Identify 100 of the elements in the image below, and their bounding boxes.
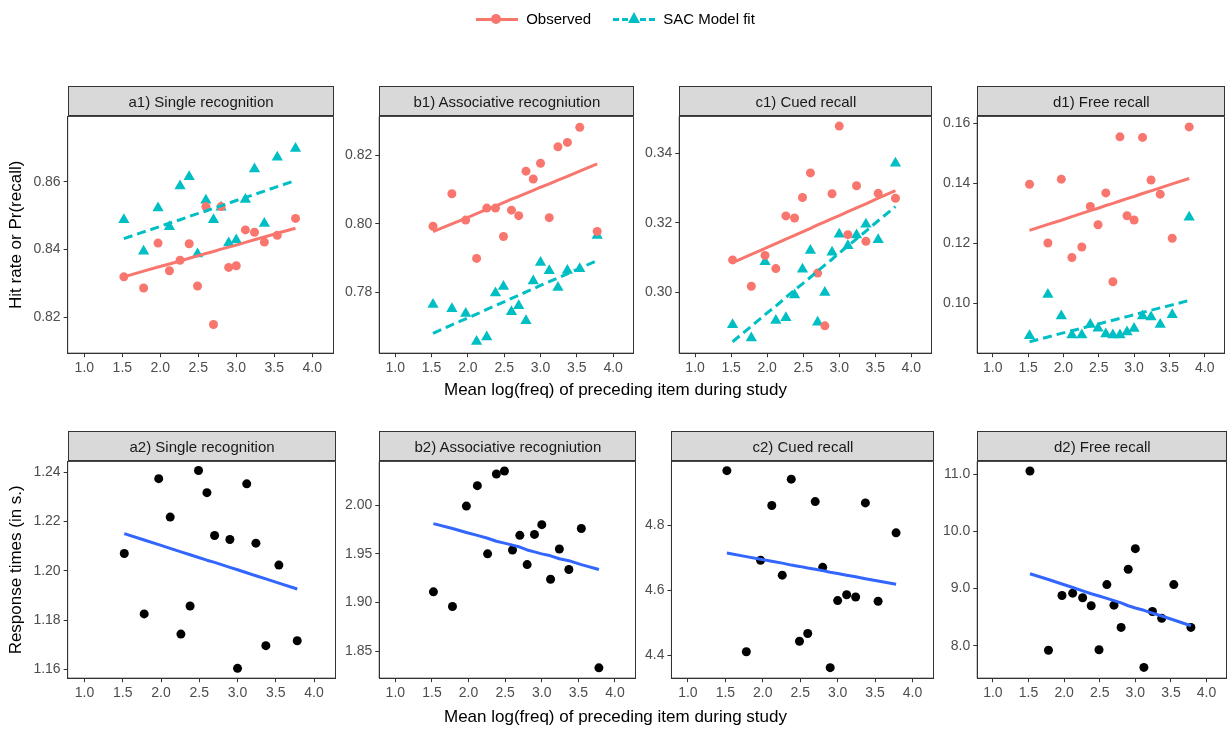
x-tick-label: 2.0 <box>757 359 778 376</box>
y-tick-label: 4.6 <box>644 581 665 598</box>
point <box>153 238 163 248</box>
y-tick-label: 0.80 <box>345 214 373 231</box>
point <box>1043 238 1053 248</box>
point <box>428 587 438 597</box>
point <box>491 469 501 479</box>
point <box>251 538 261 548</box>
point <box>1128 322 1140 332</box>
x-tick-label: 3.5 <box>865 684 886 701</box>
y-tick-label: 0.86 <box>33 172 61 189</box>
point <box>872 233 884 244</box>
point <box>1068 588 1078 598</box>
point <box>891 528 901 538</box>
point <box>446 302 458 312</box>
point <box>552 281 564 291</box>
chart-title: c2) Cued recall <box>671 431 935 462</box>
point <box>850 228 863 239</box>
x-tick-label: 3.5 <box>865 359 886 376</box>
x-tick-label: 3.0 <box>827 684 848 701</box>
x-tick-label: 2.5 <box>189 684 210 701</box>
point <box>292 636 302 646</box>
x-tick-label: 2.0 <box>753 684 773 701</box>
y-tick-label: 1.22 <box>33 512 61 529</box>
x-tick-label: 2.5 <box>494 359 515 376</box>
point <box>119 549 129 559</box>
y-tick-label: 0.78 <box>345 283 373 300</box>
y-tick-label: 0.84 <box>33 240 61 257</box>
x-tick-label: 2.0 <box>151 684 171 701</box>
point <box>861 236 871 246</box>
point <box>274 560 284 570</box>
x-tick-label: 3.5 <box>264 359 285 376</box>
point <box>483 549 493 559</box>
y-tick-label: 1.85 <box>345 642 373 659</box>
line-series <box>122 532 299 591</box>
y-axis-title: Response times (in s.) <box>5 485 25 655</box>
chart-title: b1) Associative recogniution <box>379 86 635 117</box>
point <box>1055 309 1067 320</box>
y-tick-label: 1.90 <box>345 593 373 610</box>
point <box>152 201 164 212</box>
point <box>1102 580 1112 590</box>
point <box>536 158 546 168</box>
point <box>826 245 838 256</box>
point <box>1025 179 1035 189</box>
point <box>833 227 845 238</box>
point <box>499 466 509 476</box>
x-tick-label: 4.0 <box>304 684 325 701</box>
point <box>447 189 457 199</box>
point <box>1114 328 1126 339</box>
y-tick-label: 0.32 <box>645 213 673 230</box>
point <box>544 213 554 223</box>
line-series <box>725 551 898 586</box>
point <box>154 474 164 484</box>
x-tick-label: 3.0 <box>1124 359 1145 376</box>
point <box>505 305 518 316</box>
point <box>1184 122 1194 132</box>
point <box>575 122 585 132</box>
point <box>513 299 525 309</box>
point <box>472 253 482 263</box>
point <box>520 314 532 324</box>
point <box>594 663 604 673</box>
point <box>1129 215 1139 225</box>
point <box>534 256 547 266</box>
point <box>564 564 574 574</box>
point <box>1167 233 1177 243</box>
point <box>240 225 250 235</box>
point <box>193 281 203 291</box>
point <box>528 174 538 184</box>
y-tick-label: 2.00 <box>345 496 373 513</box>
point <box>889 156 902 167</box>
x-tick-label: 4.0 <box>1194 359 1215 376</box>
point <box>873 596 883 606</box>
y-tick-label: 1.16 <box>33 660 61 677</box>
x-tick-label: 1.0 <box>385 684 406 701</box>
point <box>1122 211 1132 221</box>
point <box>139 283 149 293</box>
x-tick-label: 2.5 <box>793 359 814 376</box>
point <box>819 286 831 296</box>
point <box>890 193 900 203</box>
chart-title: d1) Free recall <box>977 86 1226 117</box>
point <box>261 641 271 651</box>
point <box>481 330 493 341</box>
x-tick-label: 3.0 <box>1125 684 1146 701</box>
point <box>794 636 804 646</box>
y-tick-label: 10.0 <box>943 522 971 539</box>
point <box>522 560 532 570</box>
legend-label: SAC Model fit <box>663 10 755 27</box>
chart-title: a2) Single recognition <box>67 431 337 462</box>
point <box>543 264 555 274</box>
x-tick-label: 4.0 <box>902 684 923 701</box>
point <box>827 189 837 199</box>
x-tick-label: 1.5 <box>1018 359 1039 376</box>
point <box>202 488 212 498</box>
x-tick-label: 2.0 <box>1053 359 1074 376</box>
y-tick-label: 4.8 <box>644 516 665 533</box>
point <box>1139 662 1149 672</box>
x-tick-label: 4.0 <box>1196 684 1217 701</box>
point <box>1115 132 1125 142</box>
point <box>498 232 508 242</box>
point <box>184 239 194 249</box>
